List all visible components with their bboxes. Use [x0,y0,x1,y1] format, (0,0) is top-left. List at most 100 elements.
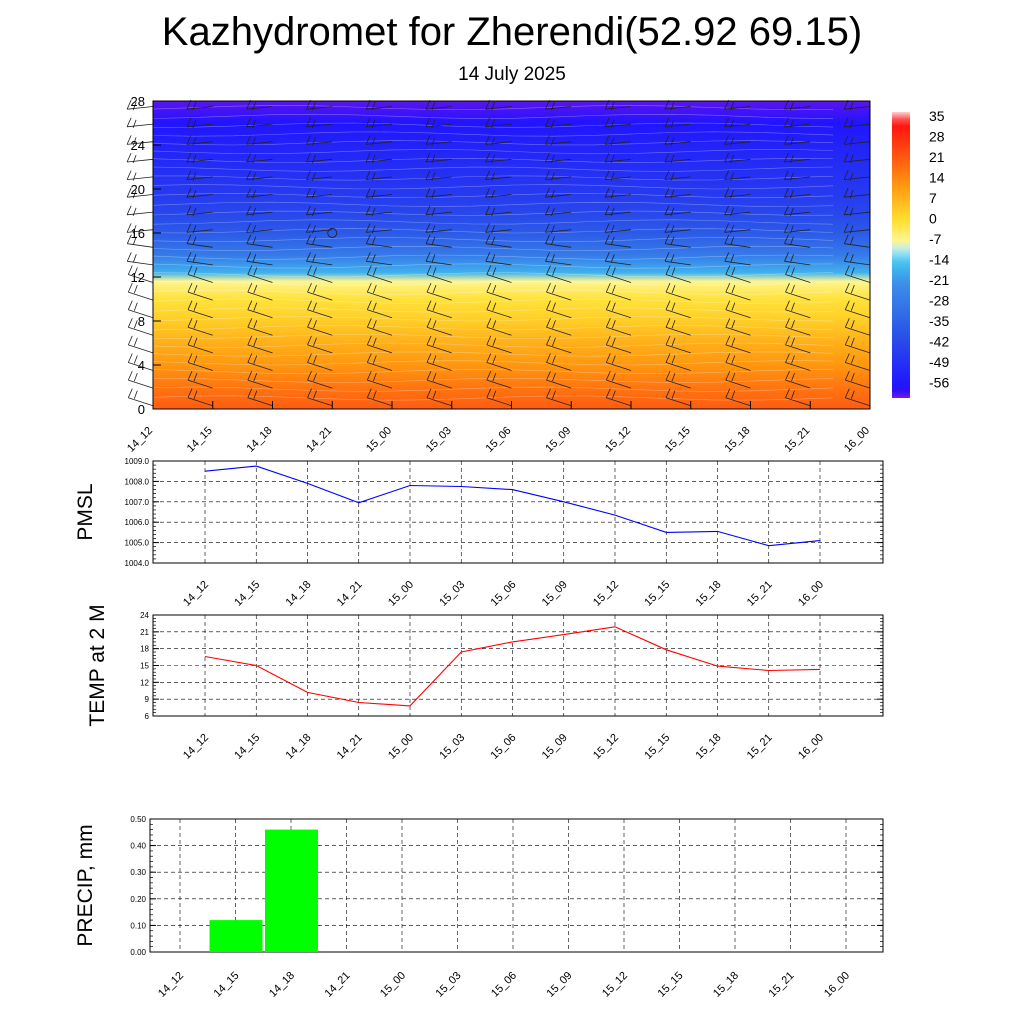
contour-line [152,201,834,207]
wind-barb [604,234,632,248]
wind-barb [724,100,751,111]
wind-barb [247,282,273,301]
contour-line [152,377,834,383]
x-tick-label: 14_18 [284,732,314,762]
contour-line [152,149,834,155]
temperature-field [153,101,870,409]
x-tick-label: 16_00 [842,425,872,455]
wind-barb [365,234,393,248]
wind-barb [844,318,871,336]
wind-barb [186,117,213,128]
contour-line [152,166,834,172]
x-tick-label: 14_12 [181,579,211,609]
y-tick-label: 4 [138,358,145,373]
y-tick-label: 16 [131,226,145,241]
wind-barb [306,234,333,248]
wind-barb [843,117,871,128]
contour-line [152,307,834,313]
wind-barb [784,252,811,266]
wind-barb [187,318,213,336]
x-tick-label: 14_15 [212,970,242,1000]
x-tick-label: 15_00 [364,425,394,455]
wind-barb [425,117,452,128]
wind-barb [664,252,691,266]
x-tick-label: 15_00 [378,970,408,1000]
wind-barb [485,135,512,146]
wind-barb [426,388,452,407]
colorbar-label: 0 [929,211,937,227]
wind-barb [186,252,213,266]
contour-line [152,193,834,199]
contour-line [152,245,834,251]
wind-barb [426,335,452,354]
wind-barb [247,370,273,389]
x-tick-label: 15_03 [437,732,467,762]
wind-barb [186,188,213,199]
wind-barb [844,265,871,283]
wind-barb [545,252,572,266]
pmsl-chart: 1004.0 1005.0 1006.0 1007.0 1008.0 1009.0 14_1… [74,457,884,609]
pmsl-series-line [204,465,821,547]
x-tick-label: 15_06 [484,425,514,455]
wind-barb [126,117,154,128]
wind-barb [246,205,273,216]
y-tick-label: 6 [145,712,150,721]
wind-barb [186,152,213,164]
wind-barb [486,370,512,389]
y-tick-label: 1009.0 [125,457,150,466]
wind-barb [604,205,632,216]
wind-barb [426,265,452,283]
contour-line [152,140,834,146]
wind-barb [545,223,572,234]
wind-barb [426,370,452,389]
wind-barb [604,117,632,128]
wind-barb [366,300,393,319]
wind-barb [187,370,213,389]
contour-line [152,298,834,304]
x-tick-label: 15_06 [489,732,519,762]
x-tick-label: 14_15 [232,732,262,762]
wind-barb [604,152,632,164]
wind-barbs [126,100,871,407]
wind-barb [724,117,751,128]
colorbar-label: -14 [929,252,949,268]
wind-barb [665,370,691,389]
wind-barb [664,135,691,146]
wind-barb [425,170,452,181]
x-tick-label: 15_03 [437,579,467,609]
wind-barb [306,188,333,199]
colorbar-label: -35 [929,313,949,329]
contour-line [152,263,834,269]
wind-barb [725,370,751,389]
wind-barb [545,188,572,199]
wind-barb [485,117,512,128]
wind-barb [426,282,452,301]
wind-barb [843,135,871,146]
contour-line [152,289,834,295]
colorbar-label: 7 [929,190,937,206]
colorbar-label: -21 [929,272,949,288]
contour-line [152,122,834,128]
wind-barb [724,188,751,199]
wind-barb [127,388,154,407]
wind-barb [485,152,512,164]
calm-circle [327,228,338,238]
wind-barb [187,265,213,283]
x-tick-label: 15_15 [642,579,672,609]
colorbar-label: -28 [929,293,949,309]
wind-barb [605,353,632,371]
wind-barb [127,265,154,283]
wind-barb [546,370,572,389]
contour-line [152,228,834,234]
wind-barb [605,370,632,389]
x-tick-label: 15_03 [424,425,454,455]
wind-barb [604,135,632,146]
wind-barb [843,252,871,266]
wind-barb [545,135,572,146]
wind-barb [843,170,871,181]
wind-barb [246,100,273,111]
wind-barb [546,318,572,336]
wind-barb [426,318,452,336]
x-tick-label: 14_21 [335,579,365,609]
colorbar-label: 35 [929,108,945,124]
